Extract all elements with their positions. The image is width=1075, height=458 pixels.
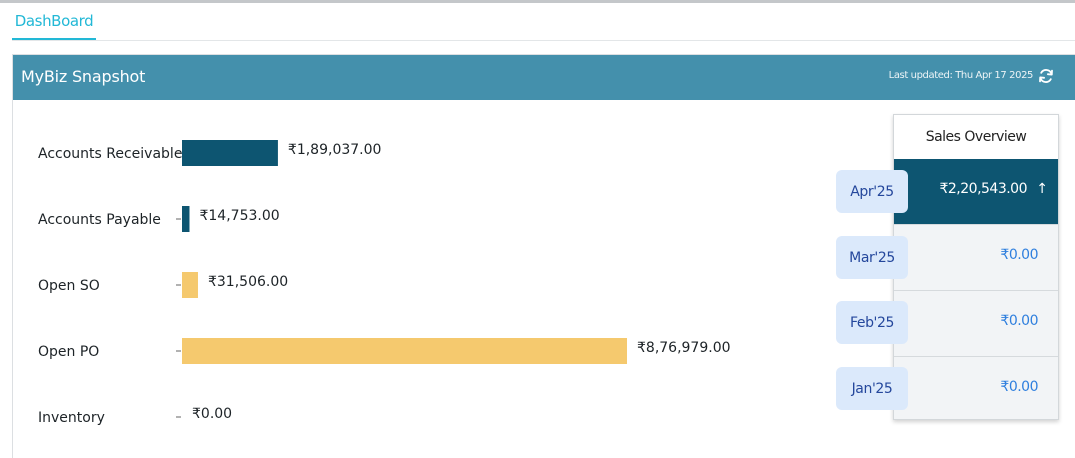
sales-row-apr[interactable]: ₹2,20,543.00 ↑ (894, 159, 1058, 224)
bar-value-label: ₹31,506.00 (208, 274, 288, 290)
bar-value-label: ₹8,76,979.00 (637, 340, 731, 356)
month-pill-jan[interactable]: Jan'25 (836, 367, 908, 410)
month-pill-apr[interactable]: Apr'25 (836, 170, 908, 213)
bar-accounts-receivable[interactable] (182, 140, 278, 166)
category-label: Open PO (38, 344, 99, 360)
tab-bar: DashBoard (12, 3, 1075, 41)
bar-accounts-payable[interactable] (182, 206, 190, 232)
sales-row-feb[interactable]: ₹0.00 (894, 290, 1058, 355)
sales-amount: ₹0.00 (1000, 247, 1038, 263)
tab-dashboard[interactable]: DashBoard (12, 3, 96, 40)
top-border (0, 0, 1075, 3)
category-label: Open SO (38, 278, 100, 294)
bar-value-label: ₹14,753.00 (199, 208, 279, 224)
card-title: MyBiz Snapshot (21, 67, 146, 86)
sales-amount: ₹0.00 (1000, 313, 1038, 329)
month-pill-feb[interactable]: Feb'25 (836, 301, 908, 344)
bar-value-label: ₹1,89,037.00 (288, 142, 382, 158)
category-label: Accounts Receivable (38, 146, 182, 162)
bar-value-label: ₹0.00 (192, 406, 232, 422)
sales-row-jan[interactable]: ₹0.00 (894, 356, 1058, 421)
sales-amount: ₹0.00 (1000, 379, 1038, 395)
sales-row-mar[interactable]: ₹0.00 (894, 224, 1058, 289)
sales-overview-title: Sales Overview (894, 115, 1058, 159)
card-header: MyBiz Snapshot Last updated: Thu Apr 17 … (13, 55, 1075, 100)
sales-overview-panel: Sales Overview ₹2,20,543.00 ↑ ₹0.00 ₹0.0… (893, 114, 1059, 420)
snapshot-card: MyBiz Snapshot Last updated: Thu Apr 17 … (12, 54, 1075, 458)
last-updated-text: Last updated: Thu Apr 17 2025 (888, 70, 1034, 81)
bar-open-po[interactable] (182, 338, 627, 364)
month-pill-mar[interactable]: Mar'25 (836, 236, 908, 279)
sales-amount: ₹2,20,543.00 (939, 181, 1027, 197)
bar-open-so[interactable] (182, 272, 198, 298)
refresh-icon[interactable] (1038, 68, 1054, 84)
category-label: Accounts Payable (38, 212, 161, 228)
arrow-up-icon: ↑ (1036, 181, 1048, 197)
category-label: Inventory (38, 410, 105, 426)
